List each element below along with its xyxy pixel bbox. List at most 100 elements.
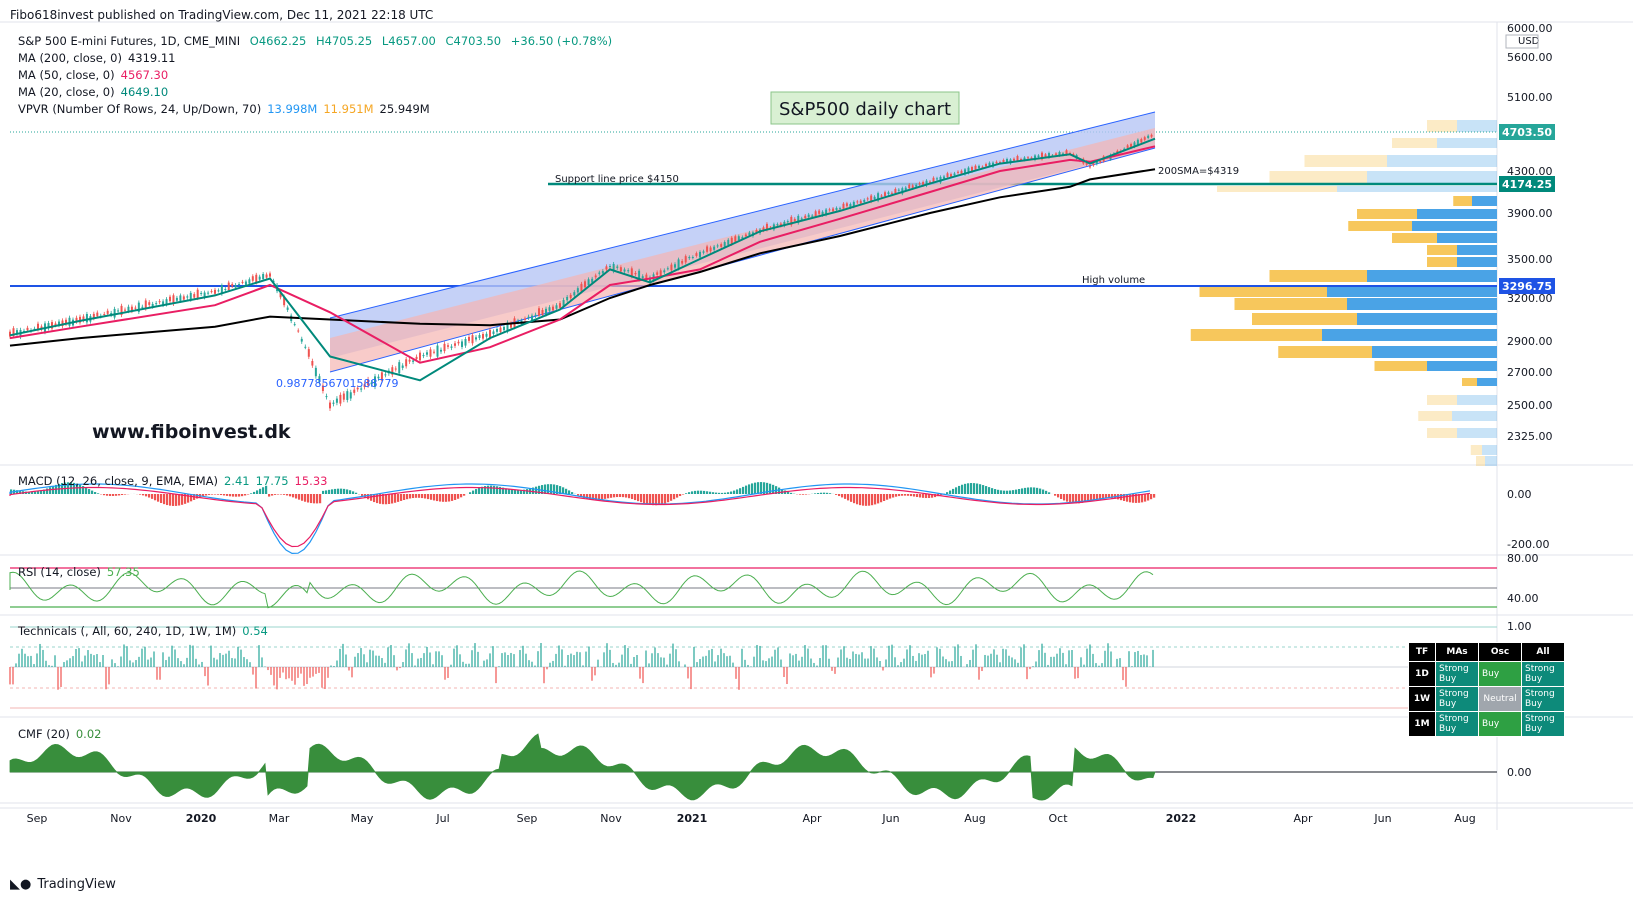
candle-body <box>1136 139 1139 146</box>
time-axis-label: May <box>351 812 374 825</box>
candle-body <box>510 323 512 328</box>
macd-hist-bar <box>592 494 595 500</box>
ma20-legend: MA (20, close, 0) 4649.10 <box>18 85 174 99</box>
macd-hist-bar <box>376 494 379 504</box>
macd-hist-bar <box>757 482 760 494</box>
candle-body <box>884 192 886 197</box>
website-label: www.fiboinvest.dk <box>92 421 291 443</box>
candle-body <box>901 188 904 194</box>
vpvr-down-bar <box>1278 346 1372 358</box>
candle-body <box>47 323 50 329</box>
time-axis-label: Jun <box>1373 812 1391 825</box>
macd-hist-bar <box>274 494 277 495</box>
tradingview-footer[interactable]: ◣● TradingView <box>10 877 116 892</box>
candle-body <box>1037 155 1040 158</box>
macd-hist-bar <box>886 494 889 500</box>
candle-body <box>702 251 705 253</box>
macd-hist-bar <box>190 494 193 502</box>
macd-hist-bar <box>817 492 820 494</box>
time-axis-label: Apr <box>1293 812 1313 825</box>
vpvr-down-bar <box>1252 313 1357 325</box>
macd-hist-bar <box>76 483 79 494</box>
macd-hist-bar <box>34 491 37 494</box>
macd-hist-bar <box>712 492 715 494</box>
candle-body <box>562 299 565 306</box>
candle-body <box>681 261 684 264</box>
candle-body <box>1041 152 1043 160</box>
macd-hist-bar <box>955 487 958 494</box>
last-price-badge: 4703.50 <box>1502 126 1552 139</box>
macd-hist-bar <box>166 494 169 506</box>
macd-hist-bar <box>1021 488 1024 494</box>
candle-body <box>433 351 435 353</box>
macd-hist-bar <box>448 494 451 502</box>
candle-body <box>677 259 680 269</box>
candle-body <box>475 337 477 340</box>
rsi-tick-label: 40.00 <box>1507 592 1539 605</box>
vpvr-up-bar <box>1457 395 1497 405</box>
vpvr-down-bar <box>1190 329 1322 341</box>
macd-hist-bar <box>373 494 376 503</box>
candle-body <box>755 229 758 233</box>
candle-body <box>786 221 789 223</box>
macd-hist-bar <box>826 492 829 494</box>
macd-hist-bar <box>148 494 151 498</box>
high-volume-badge: 3296.75 <box>1502 280 1552 293</box>
macd-hist-bar <box>754 482 757 494</box>
macd-hist-bar <box>1096 494 1099 500</box>
currency-label: USD <box>1518 36 1540 47</box>
candle-body <box>220 285 223 294</box>
time-axis-label: Aug <box>1454 812 1475 825</box>
candle-body <box>545 308 547 315</box>
macd-hist-bar <box>925 494 928 499</box>
candle-body <box>566 296 569 301</box>
candle-body <box>1044 154 1047 157</box>
vpvr-up-bar <box>1412 221 1497 231</box>
candle-body <box>580 283 583 292</box>
vpvr-down-bar <box>1392 233 1437 243</box>
row-osc: Neutral <box>1478 686 1522 712</box>
technicals-label: Technicals (, All, 60, 240, 1D, 1W, 1M) <box>18 624 237 638</box>
macd-hist-bar <box>814 493 817 494</box>
macd-hist-bar <box>565 488 568 494</box>
macd-hist-bar <box>772 484 775 494</box>
macd-hist-bar <box>829 493 832 494</box>
candle-body <box>716 245 719 247</box>
rsi-label: RSI (14, close) <box>18 565 101 579</box>
macd-hist-bar <box>805 494 808 495</box>
candle-body <box>619 267 622 272</box>
change-value: +36.50 (+0.78%) <box>510 34 613 48</box>
macd-hist-bar <box>322 490 325 494</box>
candle-body <box>605 266 608 270</box>
table-row: 1D Strong Buy Buy Strong Buy <box>1408 661 1565 687</box>
macd-hist-bar <box>859 494 862 506</box>
candle-body <box>325 396 328 398</box>
macd-hist-bar <box>184 494 187 504</box>
candle-body <box>447 345 449 347</box>
technicals-table: TF MAs Osc All 1D Strong Buy Buy Strong … <box>1408 642 1565 737</box>
candle-body <box>307 349 310 357</box>
macd-hist-bar <box>499 486 502 494</box>
candle-body <box>828 209 831 211</box>
candle-body <box>124 309 126 311</box>
macd-hist-bar <box>727 492 730 494</box>
row-all: Strong Buy <box>1521 711 1565 737</box>
candle-body <box>932 177 935 183</box>
macd-hist-bar <box>853 494 856 504</box>
macd-hist-bar <box>697 490 700 494</box>
macd-hist-bar <box>31 491 34 494</box>
candle-body <box>186 296 189 298</box>
candle-body <box>279 292 282 298</box>
symbol-name: S&P 500 E-mini Futures, 1D, CME_MINI <box>18 34 241 48</box>
macd-hist-bar <box>877 494 880 504</box>
candle-body <box>943 176 945 179</box>
macd-hist-bar <box>310 494 313 504</box>
candle-body <box>818 210 821 214</box>
candle-body <box>737 236 740 240</box>
macd-hist-bar <box>682 494 685 495</box>
macd-hist-bar <box>409 494 412 499</box>
price-tick-label: 5100.00 <box>1507 91 1553 104</box>
macd-hist-bar <box>349 490 352 494</box>
vpvr-down-bar <box>1453 196 1472 206</box>
